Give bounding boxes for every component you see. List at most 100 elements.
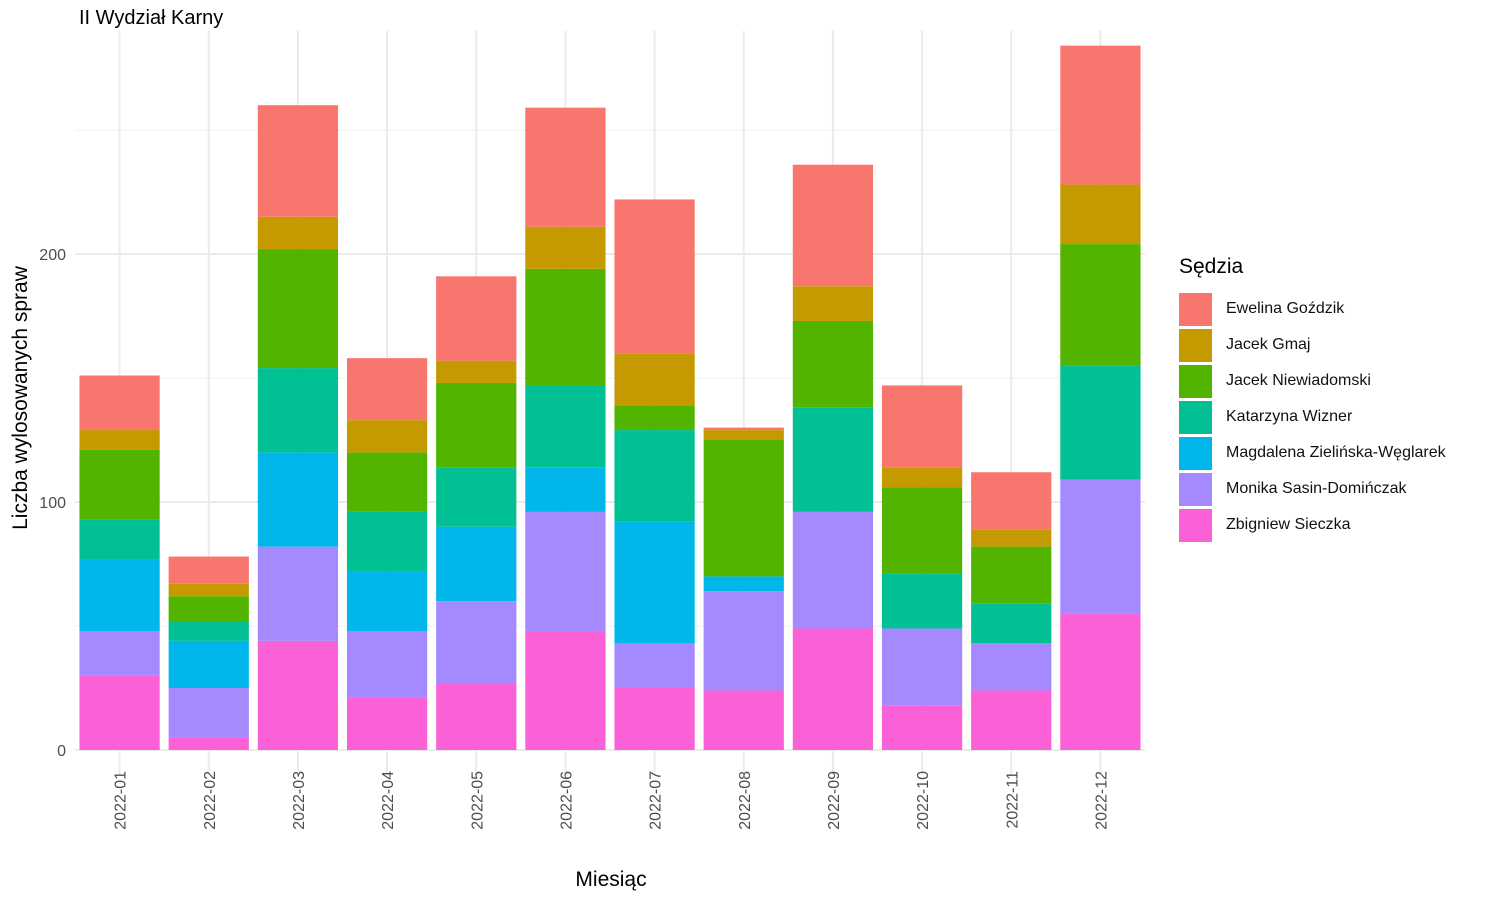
bar-segment [257, 105, 339, 217]
bar-segment [346, 571, 428, 631]
bar-segment [79, 449, 160, 520]
bar-segment [614, 405, 695, 431]
bar-segment [614, 430, 695, 522]
legend-item: Zbigniew Sieczka [1179, 507, 1446, 543]
legend-item: Magdalena Zielińska-Węglarek [1179, 435, 1446, 471]
legend-label: Katarzyna Wizner [1226, 408, 1353, 425]
bar-segment [1060, 244, 1141, 366]
legend-swatch [1179, 328, 1212, 362]
bar-segment [257, 368, 339, 453]
bar-segment [703, 430, 784, 440]
x-tick-label: 2022-11 [1004, 771, 1021, 829]
y-tick-label: 100 [39, 495, 66, 512]
bar-segment [346, 630, 428, 698]
bar-segment [79, 519, 160, 560]
x-axis-label: Miesiąc [575, 868, 646, 891]
x-tick-label: 2022-09 [826, 771, 843, 830]
bar-segment [168, 583, 249, 597]
x-tick-label: 2022-08 [737, 771, 754, 830]
bar-segment [168, 640, 249, 688]
bar-segment [1060, 613, 1141, 750]
bar-segment [881, 573, 963, 629]
bar-segment [525, 107, 606, 227]
x-tick-label: 2022-02 [202, 771, 219, 830]
x-tick-label: 2022-10 [915, 771, 932, 830]
bar-segment [971, 643, 1052, 691]
bar-segment [346, 358, 428, 421]
bars [79, 45, 1141, 750]
bar-segment [525, 467, 606, 512]
bar-segment [525, 511, 606, 631]
bar-segment [168, 737, 249, 750]
legend-swatch [1179, 472, 1212, 506]
y-axis: 0 100 200 [39, 247, 66, 760]
bar-segment [614, 688, 695, 750]
legend-swatch [1179, 292, 1212, 326]
bar-segment [614, 643, 695, 688]
bar-segment [792, 164, 874, 287]
chart-title: II Wydział Karny [79, 7, 224, 29]
x-tick-label: 2022-06 [558, 771, 575, 830]
bar-segment [346, 697, 428, 750]
bar-segment [168, 621, 249, 641]
legend: Sędzia Ewelina Goździk Jacek Gmaj Jacek Ni… [1179, 255, 1446, 543]
bar-segment [1060, 479, 1141, 614]
legend-items: Ewelina Goździk Jacek Gmaj Jacek Niewiadom… [1179, 291, 1446, 543]
legend-label: Monika Sasin-Domińczak [1226, 480, 1407, 497]
bar-segment [168, 688, 249, 738]
bar-segment [881, 705, 963, 750]
bar-segment [971, 546, 1052, 604]
bar-segment [436, 360, 517, 383]
legend-item: Ewelina Goździk [1179, 291, 1446, 327]
bar-segment [703, 576, 784, 592]
bar-segment [525, 226, 606, 269]
x-tick-label: 2022-04 [380, 771, 397, 830]
bar-segment [525, 630, 606, 750]
bar-segment [792, 320, 874, 408]
bar-segment [881, 467, 963, 488]
legend-item: Jacek Gmaj [1179, 327, 1446, 363]
bar-segment [79, 375, 160, 431]
bar-segment [436, 382, 517, 468]
y-tick-label: 200 [39, 247, 66, 264]
bar-segment [436, 276, 517, 361]
y-axis-label: Liczba wylosowanych spraw [9, 265, 32, 530]
legend-swatch [1179, 400, 1212, 434]
bar-segment [168, 596, 249, 622]
legend-item: Jacek Niewiadomski [1179, 363, 1446, 399]
bar-segment [436, 526, 517, 602]
bar-segment [881, 385, 963, 468]
bar-segment [1060, 45, 1141, 185]
bar-segment [346, 420, 428, 453]
bar-segment [525, 385, 606, 468]
legend-item: Monika Sasin-Domińczak [1179, 471, 1446, 507]
x-axis: 2022-01 2022-02 2022-03 2022-04 2022-05 2022-… [113, 771, 1111, 830]
legend-label: Jacek Gmaj [1226, 336, 1311, 353]
legend-item: Katarzyna Wizner [1179, 399, 1446, 435]
bar-segment [971, 690, 1052, 750]
bar-segment [881, 628, 963, 706]
bar-segment [436, 601, 517, 684]
bar-segment [257, 216, 339, 250]
legend-label: Jacek Niewiadomski [1226, 372, 1371, 389]
legend-label: Zbigniew Sieczka [1226, 516, 1351, 533]
legend-swatch [1179, 436, 1212, 470]
bar-segment [792, 286, 874, 321]
bar-segment [525, 268, 606, 386]
bar-segment [79, 559, 160, 631]
bar-segment [257, 546, 339, 641]
bar-segment [971, 529, 1052, 547]
bar-segment [257, 452, 339, 547]
bar-segment [792, 511, 874, 629]
bar-segment [792, 628, 874, 750]
bar-segment [79, 430, 160, 450]
bar-segment [614, 353, 695, 406]
bar-segment [257, 640, 339, 750]
bar-segment [792, 407, 874, 512]
bar-segment [1060, 365, 1141, 480]
bar-segment [79, 675, 160, 750]
bar-segment [703, 427, 784, 431]
bar-segment [436, 683, 517, 750]
bar-segment [881, 487, 963, 574]
